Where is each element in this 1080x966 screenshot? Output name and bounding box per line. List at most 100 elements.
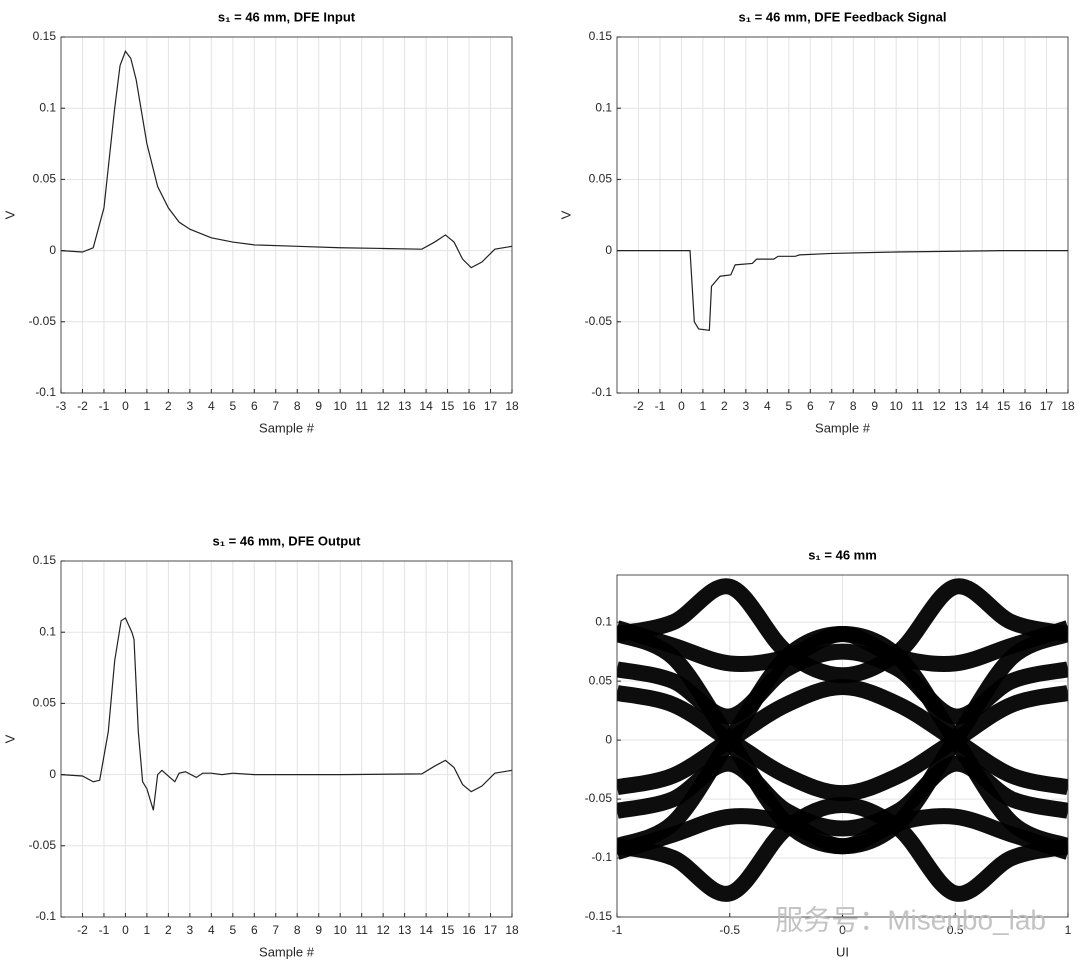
- x-tick-label: 18: [505, 399, 519, 413]
- axes-box: [616, 574, 1069, 918]
- x-tick-label: 7: [272, 399, 279, 413]
- x-tick-label: 5: [785, 399, 792, 413]
- plot-lines: [617, 578, 1068, 902]
- y-tick-label: 0.05: [33, 172, 57, 186]
- x-tick-label: 14: [975, 399, 989, 413]
- data-line: [617, 250, 1068, 332]
- x-tick-label: 16: [462, 923, 476, 937]
- y-tick-label: 0.05: [33, 696, 57, 710]
- plot-lines: [617, 250, 1068, 332]
- plot-area: [61, 37, 512, 393]
- x-tick-label: -1: [99, 923, 110, 937]
- x-tick-label: -3: [56, 399, 67, 413]
- x-tick-label: 18: [1061, 399, 1075, 413]
- x-tick-label: 8: [294, 923, 301, 937]
- eye-trace: [617, 679, 1068, 796]
- y-tick-label: 0.1: [39, 624, 56, 638]
- axes-box: [60, 560, 513, 918]
- watermark: 服务号：Misenbo_lab: [775, 904, 1046, 935]
- y-tick-label: -0.1: [35, 909, 56, 923]
- subplot: -2 -1 0 1 2 3 4 5 6 7 8 9 10 11 12 13 14 15 16 17 18-0.1-0.0…: [2, 533, 519, 959]
- x-axis-label: UI: [836, 944, 849, 959]
- x-tick-label: 9: [871, 399, 878, 413]
- y-axis-label: V: [2, 210, 17, 219]
- chart-title: s₁ = 46 mm, DFE Feedback Signal: [738, 9, 946, 24]
- x-tick-label: -2: [77, 923, 88, 937]
- y-tick-label: 0.1: [595, 100, 612, 114]
- y-tick-label: 0.15: [33, 553, 57, 567]
- x-tick-label: 0: [122, 923, 129, 937]
- x-tick-label: 15: [997, 399, 1011, 413]
- plot-lines: [61, 50, 512, 269]
- chart-title: s₁ = 46 mm: [808, 547, 877, 562]
- axes-box: [616, 36, 1069, 394]
- x-tick-label: 9: [315, 923, 322, 937]
- x-tick-label: 7: [272, 923, 279, 937]
- plot-lines: [61, 617, 512, 811]
- y-axis-label: V: [2, 734, 17, 743]
- y-tick-label: 0: [605, 732, 612, 746]
- y-tick-label: 0.05: [589, 673, 613, 687]
- x-tick-label: -1: [655, 399, 666, 413]
- y-tick-label: -0.15: [585, 909, 613, 923]
- eye-trace: [617, 626, 1068, 855]
- x-tick-label: 14: [419, 399, 433, 413]
- y-axis-label: V: [558, 210, 573, 219]
- x-tick-label: 13: [398, 399, 412, 413]
- eye-trace: [617, 755, 1068, 837]
- x-tick-label: 11: [911, 399, 924, 413]
- x-tick-label: -2: [633, 399, 644, 413]
- x-tick-label: -1: [612, 923, 623, 937]
- x-tick-label: 7: [828, 399, 835, 413]
- x-tick-label: 0: [122, 399, 129, 413]
- x-tick-label: 17: [484, 923, 498, 937]
- eye-trace: [617, 796, 1068, 902]
- x-axis-label: Sample #: [815, 420, 871, 435]
- x-tick-label: 12: [376, 923, 390, 937]
- y-tick-label: 0.15: [589, 29, 613, 43]
- x-tick-label: 4: [208, 399, 215, 413]
- x-tick-label: 3: [743, 399, 750, 413]
- y-tick-label: 0.1: [39, 100, 56, 114]
- eye-trace: [617, 625, 1068, 854]
- x-tick-label: 13: [398, 923, 412, 937]
- x-tick-label: 12: [932, 399, 946, 413]
- axes-box: [60, 36, 513, 394]
- x-tick-label: 10: [890, 399, 904, 413]
- x-tick-label: 0: [839, 923, 846, 937]
- eye-trace: [617, 685, 1068, 802]
- x-tick-label: 2: [721, 399, 728, 413]
- y-tick-label: -0.05: [585, 314, 613, 328]
- x-tick-label: 17: [1040, 399, 1054, 413]
- x-tick-label: -1: [99, 399, 110, 413]
- x-tick-label: 3: [187, 399, 194, 413]
- x-tick-label: 16: [1018, 399, 1032, 413]
- y-tick-label: -0.05: [29, 314, 57, 328]
- y-tick-label: 0.1: [595, 614, 612, 628]
- plot-area: [61, 561, 512, 917]
- x-tick-label: 11: [355, 399, 368, 413]
- x-tick-label: 0.5: [947, 923, 964, 937]
- x-axis-label: Sample #: [259, 420, 315, 435]
- x-tick-label: 16: [462, 399, 476, 413]
- x-tick-label: 13: [954, 399, 968, 413]
- data-line: [61, 617, 512, 811]
- y-tick-label: -0.05: [29, 838, 57, 852]
- x-tick-label: 5: [229, 923, 236, 937]
- y-tick-label: 0.05: [589, 172, 613, 186]
- x-tick-label: -2: [77, 399, 88, 413]
- y-tick-label: -0.1: [35, 385, 56, 399]
- eye-trace: [617, 578, 1068, 684]
- x-tick-label: 8: [850, 399, 857, 413]
- x-tick-label: 11: [355, 923, 368, 937]
- y-tick-label: 0: [605, 243, 612, 257]
- data-line: [61, 50, 512, 269]
- x-tick-label: 8: [294, 399, 301, 413]
- subplot: -3 -2 -1 0 1 2 3 4 5 6 7 8 9 10 11 12 13 14 15 16 17 18-0.1-0…: [2, 9, 519, 435]
- plot-area: [617, 37, 1068, 393]
- subplot: -2 -1 0 1 2 3 4 5 6 7 8 9 10 11 12 13 14 15 16 17 18-0.1-0.0…: [558, 9, 1075, 435]
- y-tick-label: 0: [49, 767, 56, 781]
- y-tick-label: 0: [49, 243, 56, 257]
- x-tick-label: 1: [1065, 923, 1072, 937]
- x-tick-label: 2: [165, 399, 172, 413]
